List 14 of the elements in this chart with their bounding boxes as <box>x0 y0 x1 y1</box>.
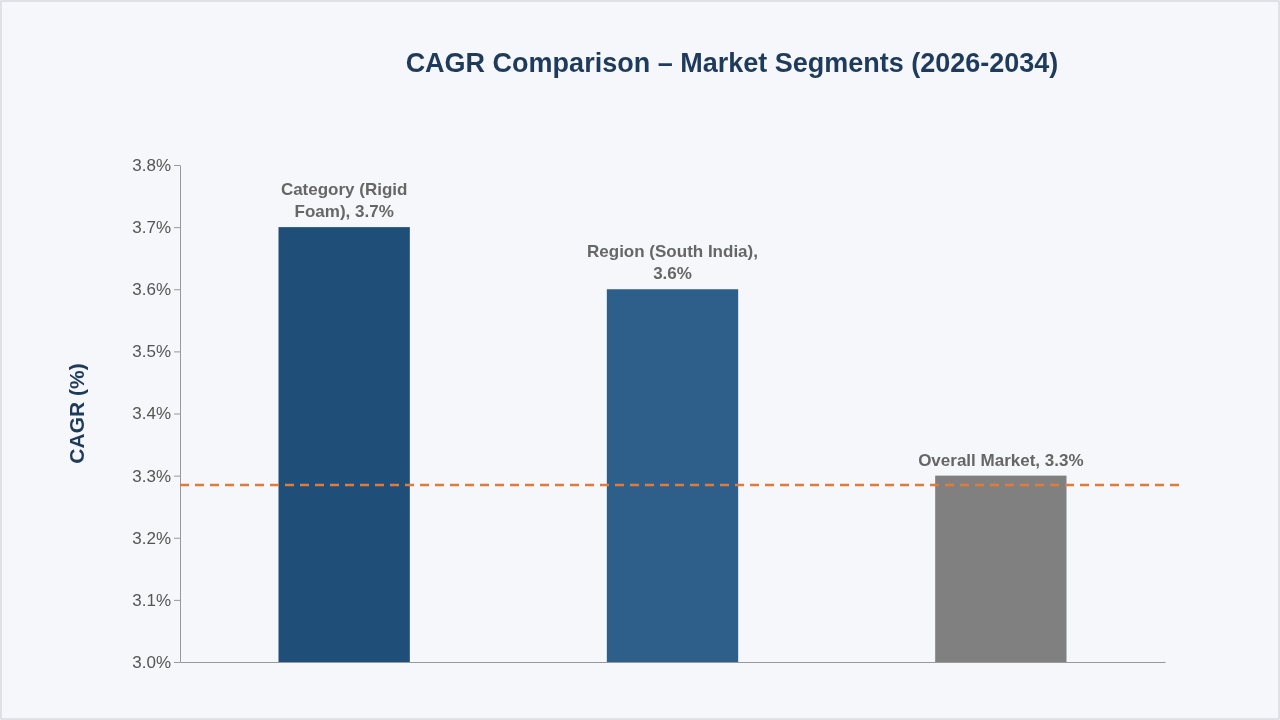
y-tick-label: 3.0% <box>132 652 171 672</box>
y-tick-label: 3.4% <box>132 404 171 424</box>
y-tick-label: 3.5% <box>132 342 171 362</box>
y-tick-label: 3.7% <box>132 218 171 238</box>
y-axis-title: CAGR (%) <box>65 363 88 464</box>
y-tick-label: 3.8% <box>132 155 171 175</box>
data-label: Category (Rigid Foam), 3.7% <box>280 180 408 222</box>
data-label: Region (South India), 3.6% <box>587 242 758 284</box>
y-tick-label: 3.3% <box>132 466 171 486</box>
y-tick-label: 3.1% <box>132 590 171 610</box>
chart-title: CAGR Comparison – Market Segments (2026-2034) <box>405 48 1059 78</box>
data-label: Overall Market, 3.3% <box>918 450 1084 470</box>
y-tick-label: 3.2% <box>132 528 171 548</box>
y-tick-label: 3.6% <box>132 280 171 300</box>
